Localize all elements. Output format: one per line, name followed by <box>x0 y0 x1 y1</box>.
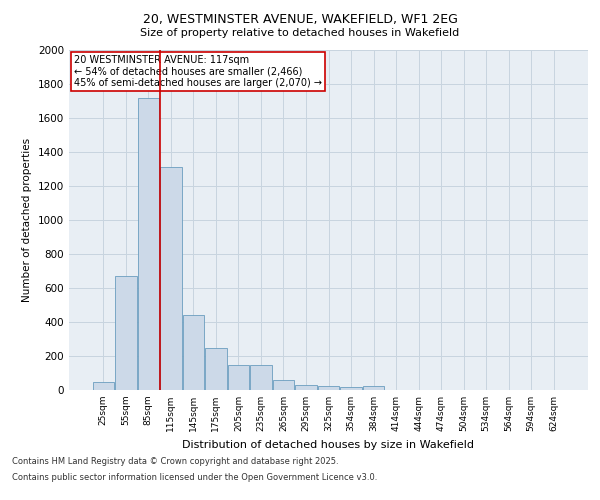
Bar <box>250 364 272 390</box>
Bar <box>160 168 182 390</box>
Bar <box>182 315 204 390</box>
Y-axis label: Number of detached properties: Number of detached properties <box>22 138 32 302</box>
X-axis label: Distribution of detached houses by size in Wakefield: Distribution of detached houses by size … <box>182 440 475 450</box>
Text: 20, WESTMINSTER AVENUE, WAKEFIELD, WF1 2EG: 20, WESTMINSTER AVENUE, WAKEFIELD, WF1 2… <box>143 12 457 26</box>
Bar <box>318 386 339 390</box>
Bar <box>363 386 384 390</box>
Bar <box>273 380 294 390</box>
Text: Size of property relative to detached houses in Wakefield: Size of property relative to detached ho… <box>140 28 460 38</box>
Bar <box>295 385 317 390</box>
Bar <box>137 98 159 390</box>
Bar <box>92 382 114 390</box>
Bar <box>340 386 362 390</box>
Text: Contains HM Land Registry data © Crown copyright and database right 2025.: Contains HM Land Registry data © Crown c… <box>12 458 338 466</box>
Bar <box>115 276 137 390</box>
Bar <box>228 364 249 390</box>
Bar <box>205 348 227 390</box>
Text: 20 WESTMINSTER AVENUE: 117sqm
← 54% of detached houses are smaller (2,466)
45% o: 20 WESTMINSTER AVENUE: 117sqm ← 54% of d… <box>74 55 322 88</box>
Text: Contains public sector information licensed under the Open Government Licence v3: Contains public sector information licen… <box>12 472 377 482</box>
